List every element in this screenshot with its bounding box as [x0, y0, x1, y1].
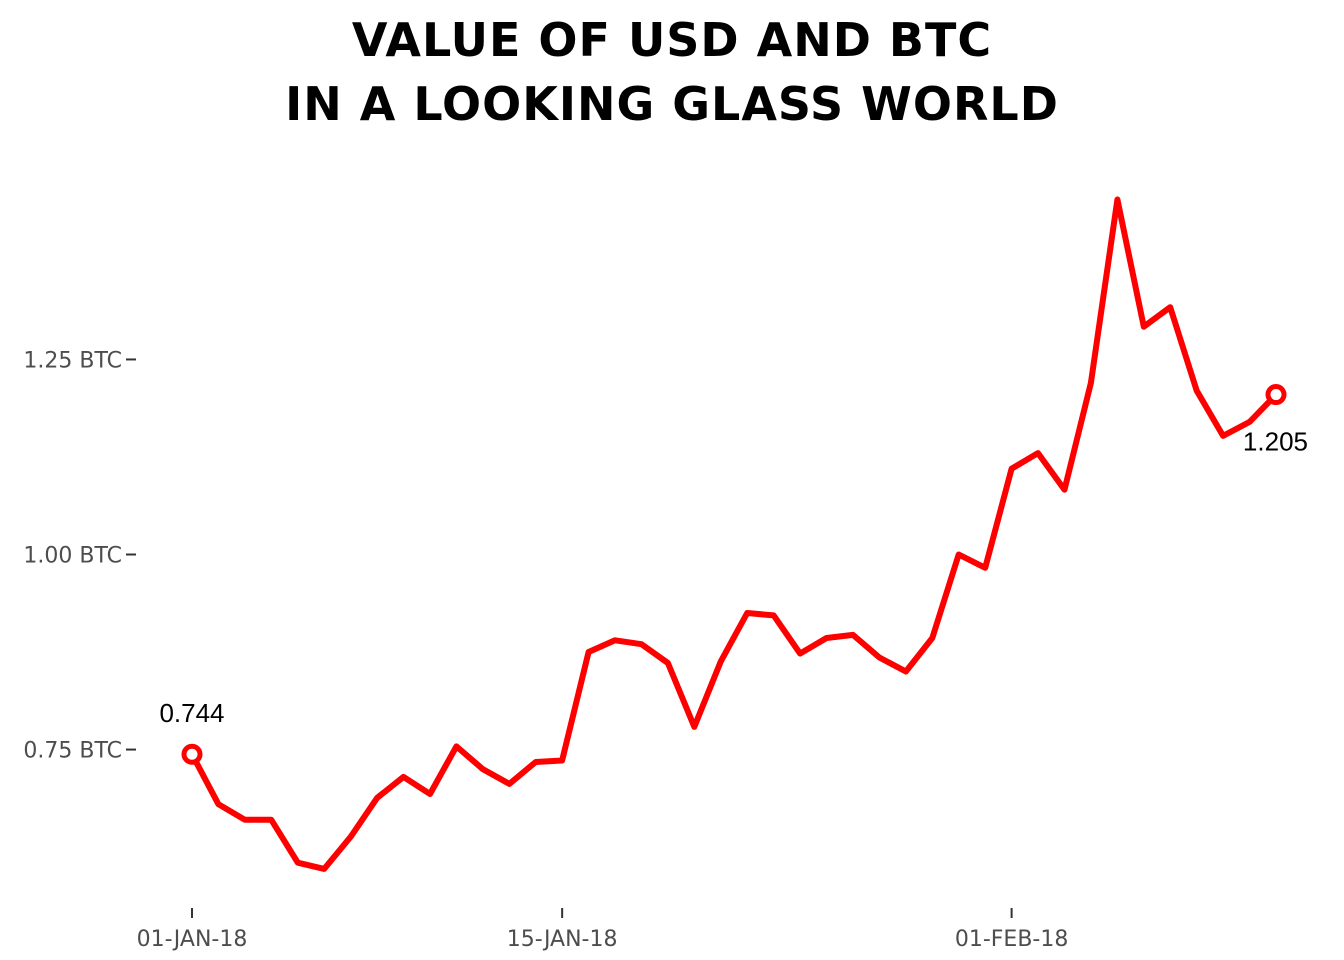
annotation-layer: 0.744 1.205 — [159, 384, 1308, 765]
chart-title: VALUE OF USD AND BTC IN A LOOKING GLASS … — [0, 8, 1344, 136]
y-tick-label: 0.75 BTC — [23, 739, 122, 764]
endpoint-marker — [181, 743, 203, 765]
y-axis: 0.75 BTC 1.00 BTC 1.25 BTC — [23, 348, 136, 764]
y-tick-label: 1.25 BTC — [23, 348, 122, 373]
x-axis: 01-JAN-18 15-JAN-18 01-FEB-18 — [137, 908, 1069, 952]
data-label: 0.744 — [159, 698, 224, 728]
x-tick-label: 01-FEB-18 — [955, 927, 1069, 952]
series-layer — [189, 196, 1279, 872]
y-tick-label: 1.00 BTC — [23, 544, 122, 569]
series-line — [189, 196, 1279, 872]
x-tick-label: 01-JAN-18 — [137, 927, 248, 952]
endpoint-marker — [1265, 384, 1287, 406]
chart-title-line-2: IN A LOOKING GLASS WORLD — [285, 77, 1059, 131]
data-label: 1.205 — [1243, 427, 1308, 457]
x-tick-label: 15-JAN-18 — [507, 927, 618, 952]
chart-title-line-1: VALUE OF USD AND BTC — [351, 13, 993, 67]
